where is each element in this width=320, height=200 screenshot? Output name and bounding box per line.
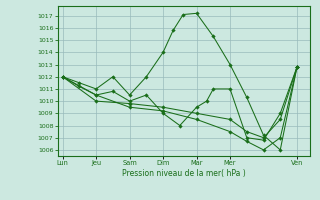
X-axis label: Pression niveau de la mer( hPa ): Pression niveau de la mer( hPa ) — [122, 169, 246, 178]
